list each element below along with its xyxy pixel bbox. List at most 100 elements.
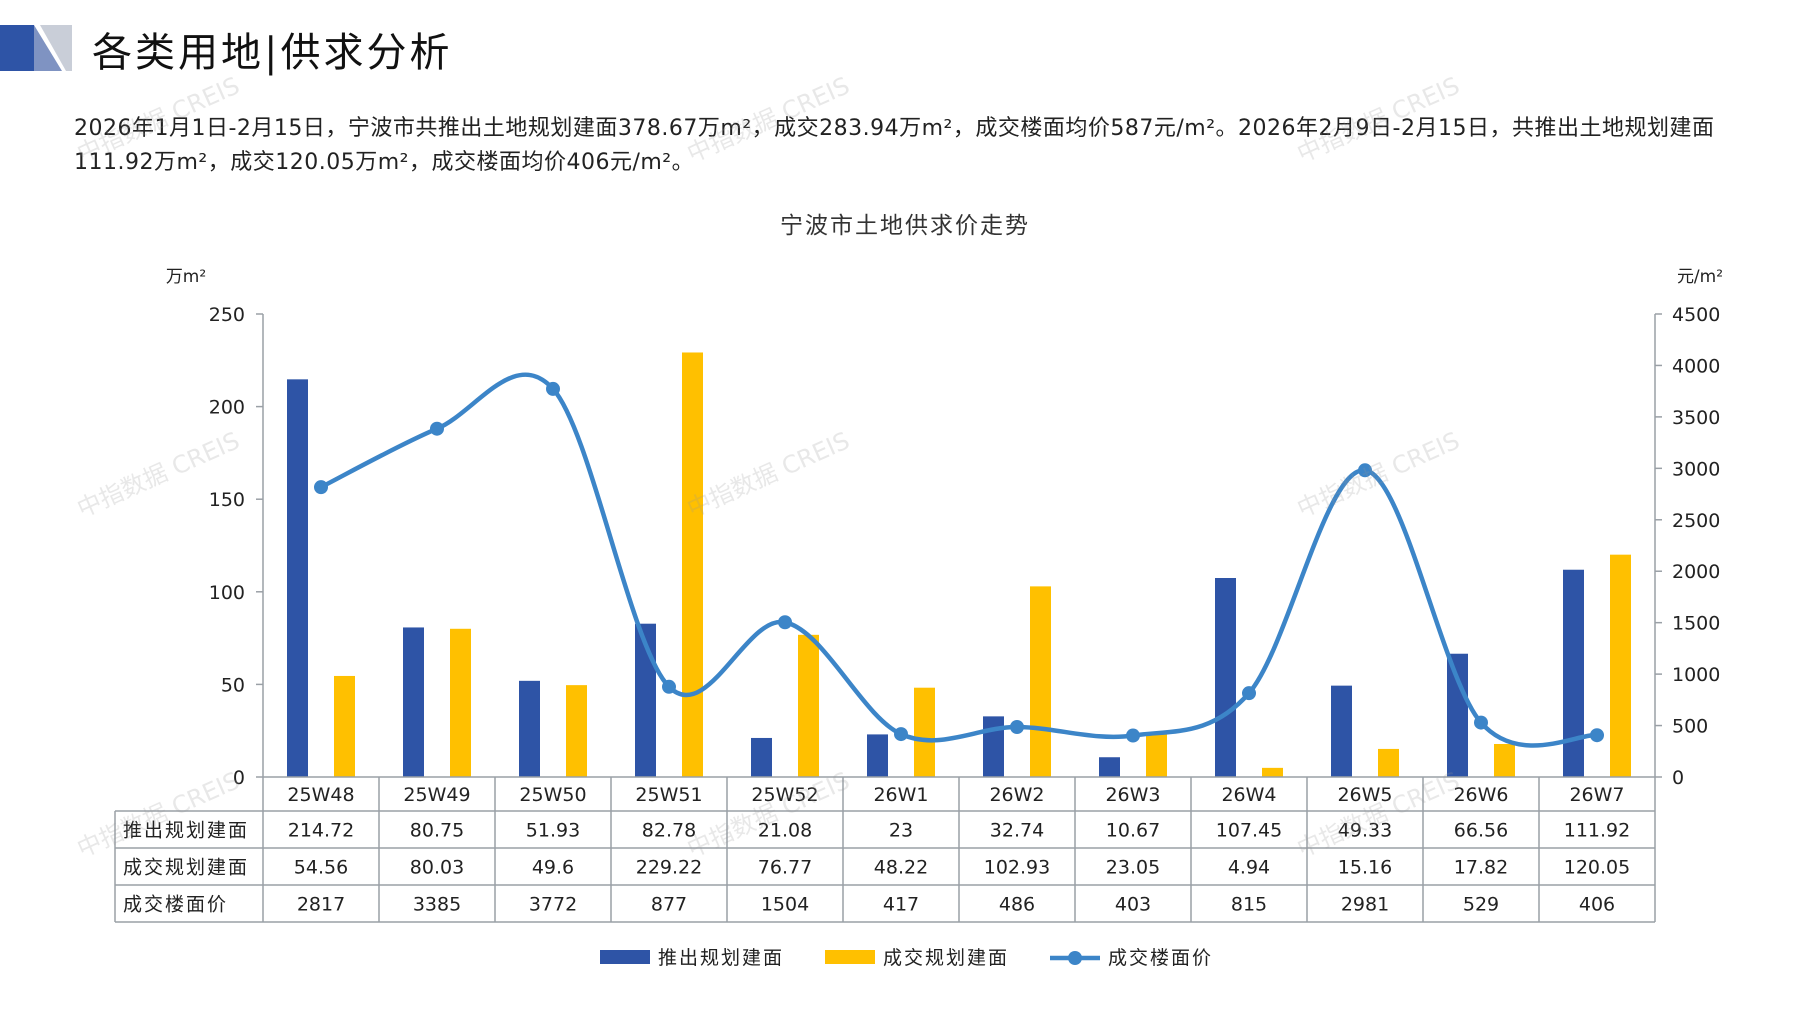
- bar-supply-25W52: [751, 737, 772, 777]
- table-cell-value: 66.56: [1454, 820, 1508, 842]
- bar-deal-25W48: [334, 675, 355, 777]
- y-left-tick-label: 100: [209, 582, 245, 604]
- y-right-tick-label: 500: [1672, 716, 1708, 738]
- bar-deal-26W3: [1146, 734, 1167, 777]
- x-tick-label: 26W1: [873, 784, 928, 806]
- bar-supply-26W5: [1331, 685, 1352, 777]
- table-cell-value: 23: [889, 820, 913, 842]
- bar-supply-25W49: [403, 627, 424, 777]
- legend-label-deal: 成交规划建面: [883, 947, 1009, 969]
- header-logo-shape: [0, 25, 72, 71]
- price-point-25W49: [430, 421, 444, 436]
- table-cell-value: 4.94: [1228, 857, 1270, 879]
- table-cell-value: 15.16: [1338, 857, 1392, 879]
- table-cell-value: 107.45: [1216, 820, 1282, 842]
- y-left-tick-label: 150: [209, 489, 245, 511]
- table-cell-value: 120.05: [1564, 857, 1630, 879]
- bar-deal-26W6: [1494, 743, 1515, 777]
- table-cell-value: 49.6: [532, 857, 574, 879]
- y-right-unit: 元/m²: [1677, 267, 1723, 287]
- y-right-tick-label: 1000: [1672, 664, 1720, 686]
- table-cell-value: 23.05: [1106, 857, 1160, 879]
- table-cell-value: 3385: [413, 894, 461, 916]
- y-right-tick-label: 4500: [1672, 304, 1720, 326]
- page-header: 各类用地|供求分析: [0, 25, 700, 85]
- table-cell-value: 82.78: [642, 820, 696, 842]
- y-right-tick-label: 1500: [1672, 613, 1720, 635]
- y-left-tick-label: 250: [209, 304, 245, 326]
- y-right-tick-label: 4000: [1672, 355, 1720, 377]
- table-cell-value: 229.22: [636, 857, 702, 879]
- table-cell-value: 51.93: [526, 820, 580, 842]
- x-tick-label: 25W50: [519, 784, 586, 806]
- table-cell-value: 815: [1231, 894, 1267, 916]
- table-cell-value: 877: [651, 894, 687, 916]
- table-cell-value: 2817: [297, 894, 345, 916]
- bar-deal-25W50: [566, 685, 587, 777]
- y-right-tick-label: 2500: [1672, 510, 1720, 532]
- table-cell-value: 529: [1463, 894, 1499, 916]
- table-cell-value: 214.72: [288, 820, 354, 842]
- bar-deal-26W7: [1610, 554, 1631, 777]
- y-left-unit: 万m²: [166, 267, 206, 287]
- price-point-26W6: [1474, 715, 1488, 730]
- legend-swatch-deal: [825, 950, 875, 964]
- legend-marker-price: [1068, 951, 1082, 965]
- table-cell-value: 1504: [761, 894, 809, 916]
- price-point-25W52: [778, 615, 792, 630]
- x-tick-label: 25W52: [751, 784, 818, 806]
- bar-supply-26W6: [1447, 653, 1468, 777]
- table-cell-value: 48.22: [874, 857, 928, 879]
- y-right-tick-label: 2000: [1672, 561, 1720, 583]
- price-point-26W3: [1126, 728, 1140, 743]
- bar-supply-26W7: [1563, 569, 1584, 777]
- table-cell-value: 3772: [529, 894, 577, 916]
- bar-supply-26W3: [1099, 757, 1120, 777]
- price-point-26W2: [1010, 719, 1024, 734]
- bar-supply-25W50: [519, 680, 540, 777]
- x-tick-label: 25W51: [635, 784, 702, 806]
- price-point-26W7: [1590, 728, 1604, 743]
- table-cell-value: 80.75: [410, 820, 464, 842]
- bar-deal-25W49: [450, 628, 471, 777]
- y-right-tick-label: 3000: [1672, 458, 1720, 480]
- table-cell-value: 80.03: [410, 857, 464, 879]
- legend-swatch-supply: [600, 950, 650, 964]
- y-left-tick-label: 50: [221, 674, 245, 696]
- y-left-tick-label: 0: [233, 767, 245, 789]
- table-cell-value: 17.82: [1454, 857, 1508, 879]
- bar-supply-25W51: [635, 623, 656, 777]
- bar-deal-26W5: [1378, 748, 1399, 777]
- table-row-header: 成交楼面价: [123, 894, 228, 916]
- table-cell-value: 2981: [1341, 894, 1389, 916]
- price-point-25W51: [662, 679, 676, 694]
- price-point-25W50: [546, 381, 560, 396]
- table-cell-value: 32.74: [990, 820, 1044, 842]
- table-cell-value: 102.93: [984, 857, 1050, 879]
- table-cell-value: 403: [1115, 894, 1151, 916]
- y-right-tick-label: 3500: [1672, 407, 1720, 429]
- summary-text: 2026年1月1日-2月15日，宁波市共推出土地规划建面378.67万m²，成交…: [74, 116, 1715, 175]
- bar-deal-26W2: [1030, 586, 1051, 777]
- x-tick-label: 26W2: [989, 784, 1044, 806]
- bar-supply-25W48: [287, 379, 308, 777]
- price-point-25W48: [314, 480, 328, 495]
- table-cell-value: 10.67: [1106, 820, 1160, 842]
- x-tick-label: 26W6: [1453, 784, 1508, 806]
- table-cell-value: 76.77: [758, 857, 812, 879]
- table-row-header: 成交规划建面: [123, 857, 249, 879]
- bar-supply-26W2: [983, 716, 1004, 777]
- chart-title: 宁波市土地供求价走势: [780, 213, 1030, 239]
- bar-deal-26W4: [1262, 767, 1283, 777]
- table-cell-value: 111.92: [1564, 820, 1630, 842]
- x-tick-label: 26W4: [1221, 784, 1276, 806]
- table-cell-value: 486: [999, 894, 1035, 916]
- legend-label-price: 成交楼面价: [1108, 947, 1213, 969]
- price-point-26W1: [894, 727, 908, 742]
- table-cell-value: 406: [1579, 894, 1615, 916]
- bar-deal-25W51: [682, 352, 703, 777]
- x-tick-label: 26W3: [1105, 784, 1160, 806]
- table-row-header: 推出规划建面: [123, 820, 249, 842]
- price-point-26W5: [1358, 463, 1372, 478]
- table-cell-value: 54.56: [294, 857, 348, 879]
